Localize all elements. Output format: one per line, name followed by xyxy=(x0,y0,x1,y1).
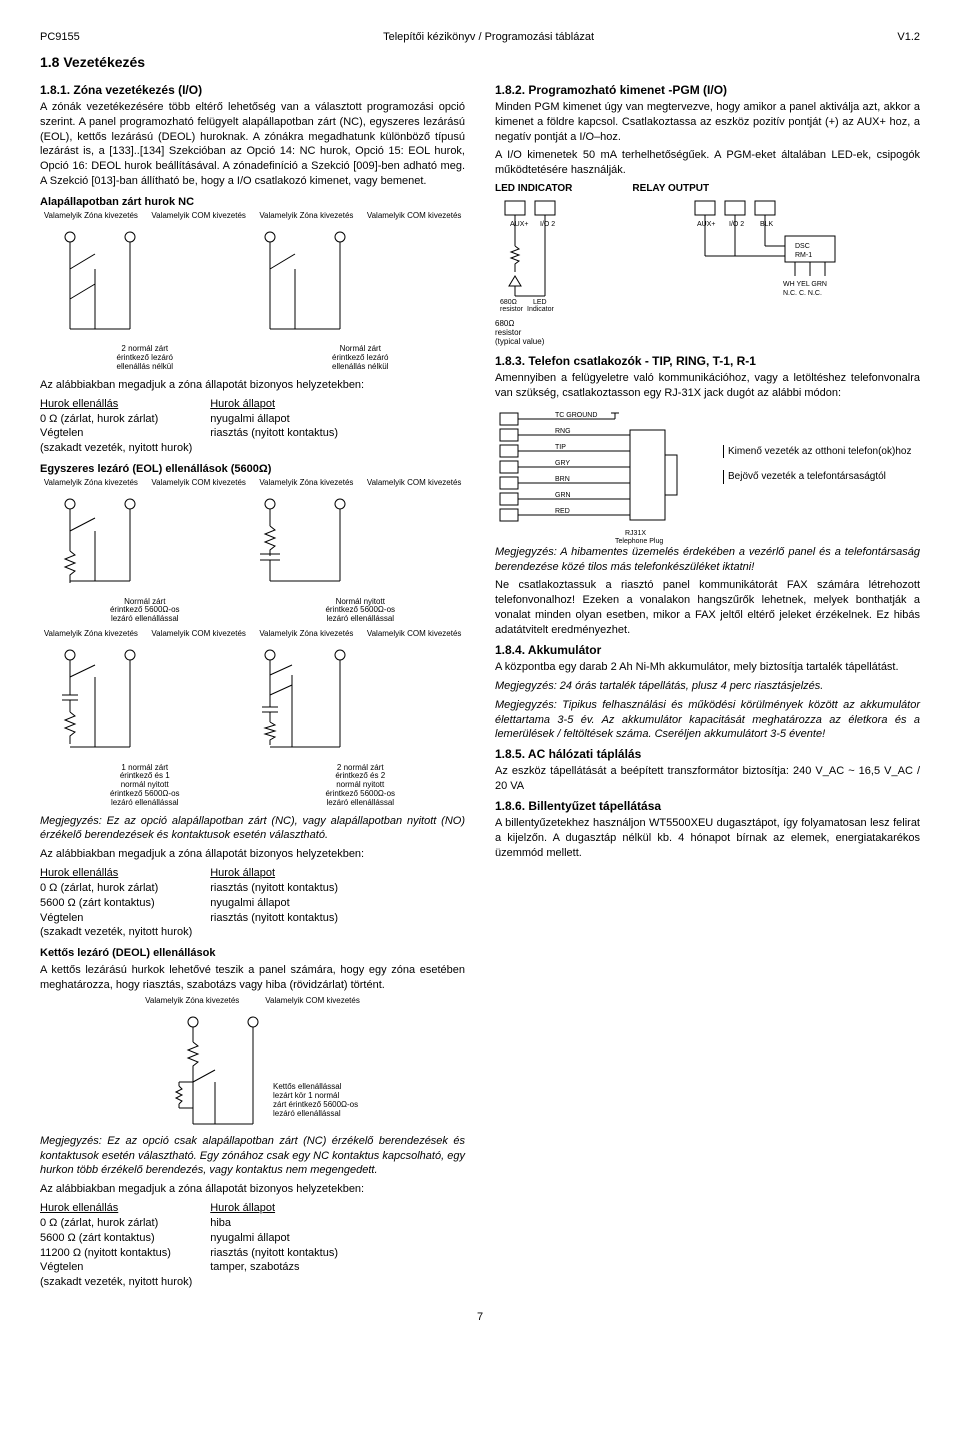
svg-text:RM-1: RM-1 xyxy=(795,252,812,259)
svg-text:I/O 2: I/O 2 xyxy=(540,221,555,228)
svg-text:Kettős ellenállással lezárt: Kettős ellenállással lezárt kör 1 normál… xyxy=(273,1082,360,1118)
svg-text:BRN: BRN xyxy=(555,476,570,483)
svg-text:AUX+: AUX+ xyxy=(510,221,528,228)
nc-note2: Normál zárt érintkező lezáró ellenállás … xyxy=(256,345,466,371)
svg-text:GRN: GRN xyxy=(555,492,571,499)
deol-meg: Megjegyzés: Ez az opció csak alapállapot… xyxy=(40,1134,465,1179)
deol-title: Kettős lezáró (DEOL) ellenállások xyxy=(40,946,465,961)
svg-text:GRY: GRY xyxy=(555,460,570,467)
svg-text:Indicator: Indicator xyxy=(527,306,555,313)
s184-p: A központba egy darab 2 Ah Ni-Mh akkumul… xyxy=(495,660,920,675)
svg-text:DSC: DSC xyxy=(795,243,810,250)
svg-text:N.C. C. N.C.: N.C. C. N.C. xyxy=(783,290,822,297)
nc-title: Alapállapotban zárt hurok NC xyxy=(40,195,465,210)
s182-p: Minden PGM kimenet úgy van megtervezve, … xyxy=(495,100,920,145)
eol-diagram-1 xyxy=(40,496,400,591)
s182-title: 1.8.2. Programozható kimenet -PGM (I/O) xyxy=(495,82,920,98)
deol-diagram: Kettős ellenállással lezárt kör 1 normál… xyxy=(73,1014,433,1134)
page-header: PC9155 Telepítői kézikönyv / Programozás… xyxy=(40,30,920,45)
pgm-diagram: AUX+ I/O 2 AUX+ I/O 2 BLK DSC RM-1 680Ω … xyxy=(495,196,895,316)
s183-p2: Ne csatlakoztassuk a riasztó panel kommu… xyxy=(495,578,920,637)
rj31x-diagram: TC GROUND RNG TIP GRY BRN GRN RED RJ31X … xyxy=(495,405,715,545)
s182-p2: A I/O kimenetek 50 mA terhelhetőségűek. … xyxy=(495,148,920,178)
svg-text:AUX+: AUX+ xyxy=(697,221,715,228)
s184-meg2: Megjegyzés: Tipikus felhasználási és műk… xyxy=(495,698,920,743)
svg-text:RJ31X: RJ31X xyxy=(625,530,646,537)
nc-intro: Az alábbiakban megadjuk a zóna állapotát… xyxy=(40,378,465,393)
s185-p: Az eszköz tápellátását a beépített trans… xyxy=(495,764,920,794)
svg-text:WH YEL GRN: WH YEL GRN xyxy=(783,281,827,288)
s183-p: Amennyiben a felügyeletre való kommuniká… xyxy=(495,371,920,401)
nc-diagram xyxy=(40,229,400,339)
eol-state-table: Hurok ellenállásHurok állapot 0 Ω (zárla… xyxy=(40,866,356,940)
eol-meg: Megjegyzés: Ez az opció alapállapotban z… xyxy=(40,814,465,844)
nc-note1: 2 normál zárt érintkező lezáró ellenállá… xyxy=(40,345,250,371)
deol-state-table: Hurok ellenállásHurok állapot 0 Ω (zárla… xyxy=(40,1201,356,1290)
svg-text:resistor: resistor xyxy=(500,306,524,313)
eol-title: Egyszeres lezáró (EOL) ellenállások (560… xyxy=(40,462,465,477)
svg-text:Telephone Plug: Telephone Plug xyxy=(615,538,663,545)
svg-text:TC GROUND: TC GROUND xyxy=(555,412,597,419)
svg-text:BLK: BLK xyxy=(760,221,774,228)
arrow1: Kimenő vezeték az otthoni telefon(ok)hoz xyxy=(723,445,911,459)
section-1-8-title: 1.8 Vezetékezés xyxy=(40,53,920,72)
svg-text:RED: RED xyxy=(555,508,570,515)
s184-title: 1.8.4. Akkumulátor xyxy=(495,642,920,658)
s183-title: 1.8.3. Telefon csatlakozók - TIP, RING, … xyxy=(495,353,920,369)
header-center: Telepítői kézikönyv / Programozási táblá… xyxy=(383,30,594,45)
left-column: 1.8.1. Zóna vezetékezés (I/O) A zónák ve… xyxy=(40,78,465,1296)
s181-p1: A zónák vezetékezésére több eltérő lehet… xyxy=(40,100,465,189)
s181-title: 1.8.1. Zóna vezetékezés (I/O) xyxy=(40,82,465,98)
eol-diagram-2 xyxy=(40,647,400,757)
svg-text:LED: LED xyxy=(533,299,547,306)
page-number: 7 xyxy=(40,1310,920,1325)
svg-text:680Ω: 680Ω xyxy=(500,299,517,306)
deol-p: A kettős lezárású hurkok lehetővé teszik… xyxy=(40,963,465,993)
header-right: V1.2 xyxy=(897,30,920,45)
s184-meg1: Megjegyzés: 24 órás tartalék tápellátás,… xyxy=(495,679,920,694)
right-column: 1.8.2. Programozható kimenet -PGM (I/O) … xyxy=(495,78,920,1296)
svg-text:RNG: RNG xyxy=(555,428,571,435)
s183-meg: Megjegyzés: A hibamentes üzemelés érdeké… xyxy=(495,545,920,575)
nc-diagram-row: Valamelyik Zóna kivezetés Valamelyik COM… xyxy=(40,212,465,223)
s186-p: A billentyűzetekhez használjon WT5500XEU… xyxy=(495,816,920,861)
s185-title: 1.8.5. AC hálózati táplálás xyxy=(495,746,920,762)
arrow2: Bejövő vezeték a telefontársaságtól xyxy=(723,470,911,484)
svg-text:I/O 2: I/O 2 xyxy=(729,221,744,228)
s186-title: 1.8.6. Billentyűzet tápellátása xyxy=(495,798,920,814)
svg-text:TIP: TIP xyxy=(555,444,566,451)
header-left: PC9155 xyxy=(40,30,80,45)
nc-state-table: Hurok ellenállásHurok állapot 0 Ω (zárla… xyxy=(40,397,356,456)
